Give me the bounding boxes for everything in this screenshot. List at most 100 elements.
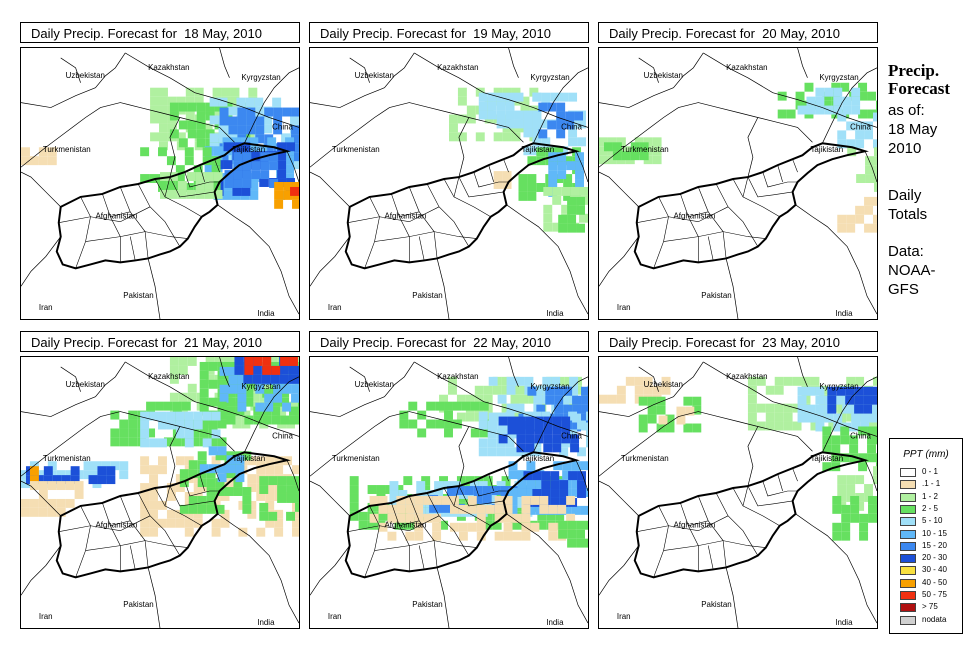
country-border [21,545,62,596]
precip-cell [841,513,851,523]
country-border [21,361,126,417]
precip-cell [873,183,877,192]
precip-cell [215,504,225,514]
precip-cell [824,413,834,423]
precip-cell [251,170,261,180]
precip-cell [47,498,57,508]
precip-cell [280,397,290,407]
precip-cell [432,522,442,532]
country-border [703,52,877,128]
country-label-kazakhstan: Kazakhstan [437,372,478,381]
precip-cell [199,428,209,438]
precip-cell [559,146,569,156]
precip-cell [585,429,588,439]
precip-cell [873,147,877,157]
province-border [488,165,494,183]
precip-cell [187,383,197,393]
precip-cell [176,132,186,142]
legend-item: 40 - 50 [900,578,960,589]
precip-cell [218,124,228,134]
precip-cell [213,189,223,199]
precip-cell [492,520,502,530]
precip-cell [277,142,287,152]
precip-cell [572,422,582,432]
precip-cell [291,384,299,394]
precip-cell [150,87,160,97]
precip-cell [159,132,168,142]
precip-cell [172,437,182,447]
country-label-kyrgyzstan: Kyrgyzstan [241,73,280,82]
precip-cell [248,87,258,97]
precip-cell [291,125,299,135]
precip-cell [568,471,578,481]
precip-cell [867,109,876,119]
precip-cell [526,461,536,471]
precip-cell [774,412,784,422]
precip-cell [184,411,194,421]
precip-cell [475,132,485,142]
legend-item: 20 - 30 [900,553,960,564]
precip-cell [868,504,877,514]
country-border [21,480,61,517]
precip-cell [560,394,570,404]
precip-cell [197,451,207,461]
panel-title: Daily Precip. Forecast for 19 May, 2010 [309,22,589,43]
legend-swatch [900,504,916,514]
precip-cell [551,376,561,386]
precip-cell [21,470,30,480]
country-border [286,151,299,183]
province-border [391,502,410,572]
precip-cell [837,223,847,233]
precip-cell [547,120,557,130]
precip-cell [621,151,631,161]
precip-cell [465,394,475,404]
country-border [468,117,524,143]
precip-cell [566,161,576,171]
precip-cell [203,123,213,133]
province-border [668,515,729,532]
province-border [762,171,798,188]
country-border [797,48,808,78]
precip-cell [523,110,533,120]
precip-cell [867,426,876,436]
precip-cell [875,100,877,110]
precip-cell [676,415,686,425]
precip-cell [533,385,543,395]
country-border [219,48,230,78]
precip-cell [841,522,851,532]
precip-cell [571,479,581,489]
country-border [217,513,299,624]
precip-cell [543,186,553,196]
precip-cell [783,412,793,422]
precip-cell [405,495,415,505]
province-border [762,480,798,497]
precip-cell [630,151,640,161]
precip-cell [557,161,567,171]
precip-cell [233,170,243,180]
precip-cell [473,486,483,495]
sidebar-title-line1: Precip. [888,61,940,80]
afghanistan-outline [633,451,869,579]
province-border [777,165,783,183]
country-border [599,545,640,596]
precip-cell [532,110,542,120]
precip-cell [457,87,467,97]
precip-cell [837,484,847,493]
country-border [703,361,877,437]
country-label-pakistan: Pakistan [123,291,153,300]
precip-cell [166,183,176,192]
precip-cell [556,120,566,130]
province-border [102,502,121,572]
precip-cell [273,384,283,394]
precip-cell [194,96,204,106]
precip-cell [233,179,243,188]
precip-cell [271,406,281,416]
country-border [286,460,299,492]
legend-label: 0 - 1 [922,467,939,476]
precip-cell [806,96,816,106]
precip-cell [378,522,388,532]
precip-cell [208,379,218,389]
precip-cell [273,393,283,403]
precip-cell [503,531,513,541]
precip-cell [119,461,129,471]
